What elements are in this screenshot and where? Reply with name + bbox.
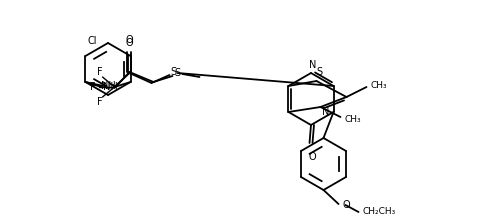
Text: F: F xyxy=(97,97,103,107)
Text: S: S xyxy=(317,67,322,77)
Text: CH₃: CH₃ xyxy=(370,81,387,89)
Text: CH₂CH₃: CH₂CH₃ xyxy=(362,207,396,217)
Text: O: O xyxy=(343,200,350,210)
Text: N: N xyxy=(309,60,317,70)
Text: N: N xyxy=(322,107,329,117)
Text: O: O xyxy=(126,38,133,48)
Text: F: F xyxy=(90,82,95,92)
Text: Cl: Cl xyxy=(87,36,97,46)
Text: S: S xyxy=(175,68,180,78)
Text: NH: NH xyxy=(101,81,116,91)
Text: CH₃: CH₃ xyxy=(345,115,361,123)
Text: O: O xyxy=(308,152,316,162)
Text: S: S xyxy=(171,67,176,77)
Text: O: O xyxy=(126,35,133,45)
Text: NH: NH xyxy=(103,82,118,92)
Text: F: F xyxy=(97,67,103,77)
